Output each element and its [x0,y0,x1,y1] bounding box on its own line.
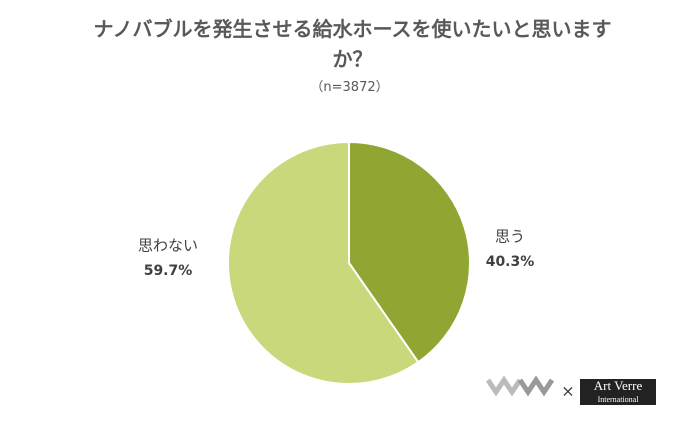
logo-sub: International [598,395,640,404]
value-label: 40.3% [486,254,535,270]
logo-mark [485,375,523,397]
logo-box [580,379,656,405]
slice-label: 思う [495,228,525,246]
logo-left [485,375,555,397]
chart-subtitle: （n=3872） [310,80,389,95]
logo-name: Art Verre [594,378,643,393]
logo-mark [517,375,555,397]
slice-label: 思わない [138,237,198,255]
chart-title: ナノバブルを発生させる給水ホースを使いたいと思いますか？ [93,17,612,71]
value-label: 59.7% [144,263,193,279]
pie-slice [348,140,471,364]
pie-slice [227,140,420,385]
logo-separator: × [561,382,574,401]
